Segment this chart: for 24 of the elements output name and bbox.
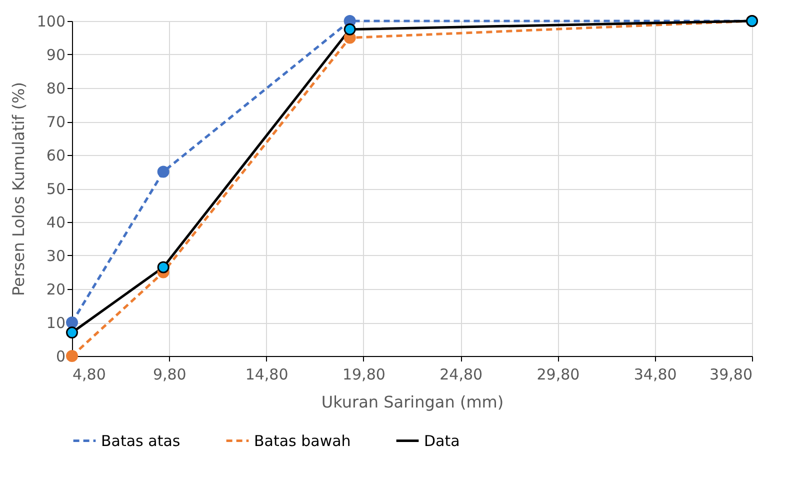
x-tick-label: 24,80 <box>440 366 483 384</box>
legend-label: Data <box>424 432 460 450</box>
y-tick-label: 60 <box>46 146 66 164</box>
x-tick-label: 19,80 <box>342 366 386 384</box>
x-tick-label: 4,80 <box>72 366 106 384</box>
x-tick-label: 29,80 <box>536 366 580 384</box>
y-tick-label: 100 <box>36 12 66 30</box>
y-tick-label: 70 <box>46 113 66 131</box>
legend-label: Batas bawah <box>254 432 351 450</box>
y-tick-label: 50 <box>46 180 66 198</box>
y-axis-title: Persen Lolos Kumulatif (%) <box>8 82 28 296</box>
x-tick-label: 39,80 <box>710 366 752 384</box>
y-tick-label: 20 <box>46 280 66 298</box>
y-tick-label: 10 <box>46 314 66 332</box>
y-tick-label: 80 <box>46 80 66 98</box>
y-tick-label: 40 <box>46 214 66 232</box>
x-tick-label: 14,80 <box>245 366 288 384</box>
legend-label: Batas atas <box>101 432 180 450</box>
x-axis-title: Ukuran Saringan (mm) <box>321 392 504 412</box>
x-tick-label: 9,80 <box>152 366 186 384</box>
y-tick-label: 30 <box>46 247 66 265</box>
x-tick-label: 34,80 <box>634 366 677 384</box>
y-tick-label: 0 <box>56 348 66 366</box>
y-tick-label: 90 <box>46 46 66 64</box>
